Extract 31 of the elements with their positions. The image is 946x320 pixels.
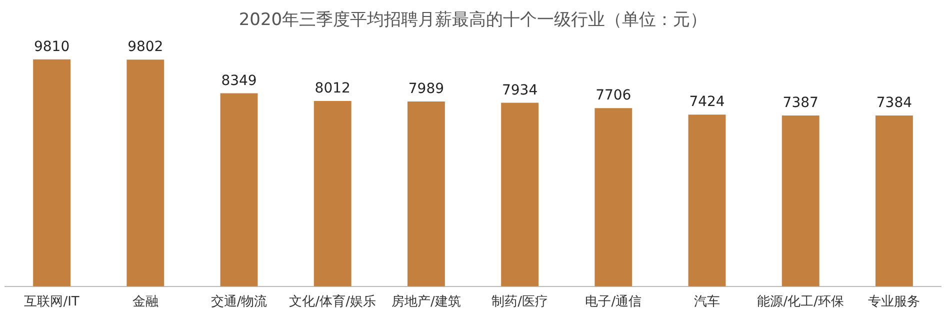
bar	[220, 93, 258, 286]
data-label: 7384	[876, 95, 912, 112]
data-label: 7387	[782, 95, 818, 112]
bar	[407, 102, 445, 286]
bar	[33, 59, 71, 286]
bar	[594, 108, 632, 286]
x-tick-label: 能源/化工/环保	[757, 294, 844, 310]
bar	[875, 116, 913, 286]
x-tick-label: 文化/体育/娱乐	[289, 294, 376, 310]
chart-title: 2020年三季度平均招聘月薪最高的十个一级行业（单位：元）	[238, 9, 708, 31]
x-tick-label: 互联网/IT	[24, 294, 80, 310]
bar	[314, 101, 352, 286]
data-label: 7934	[502, 82, 538, 98]
bar	[501, 102, 539, 286]
data-label: 7706	[596, 88, 632, 104]
x-tick-label: 房地产/建筑	[392, 294, 461, 310]
bar	[688, 114, 726, 286]
x-tick-label: 金融	[132, 294, 158, 310]
data-label: 9802	[128, 39, 164, 56]
x-tick-label: 专业服务	[868, 294, 920, 310]
data-label: 8349	[221, 72, 257, 89]
x-tick-label: 制药/医疗	[492, 294, 548, 310]
data-label: 7424	[689, 94, 725, 110]
bar	[782, 115, 820, 286]
x-tick-label: 汽车	[694, 294, 720, 310]
data-label: 9810	[34, 39, 70, 56]
x-tick-label: 电子/通信	[585, 294, 642, 310]
data-label: 7989	[408, 81, 444, 98]
bar	[126, 60, 164, 286]
x-tick-label: 交通/物流	[210, 294, 268, 310]
data-label: 8012	[314, 80, 350, 97]
